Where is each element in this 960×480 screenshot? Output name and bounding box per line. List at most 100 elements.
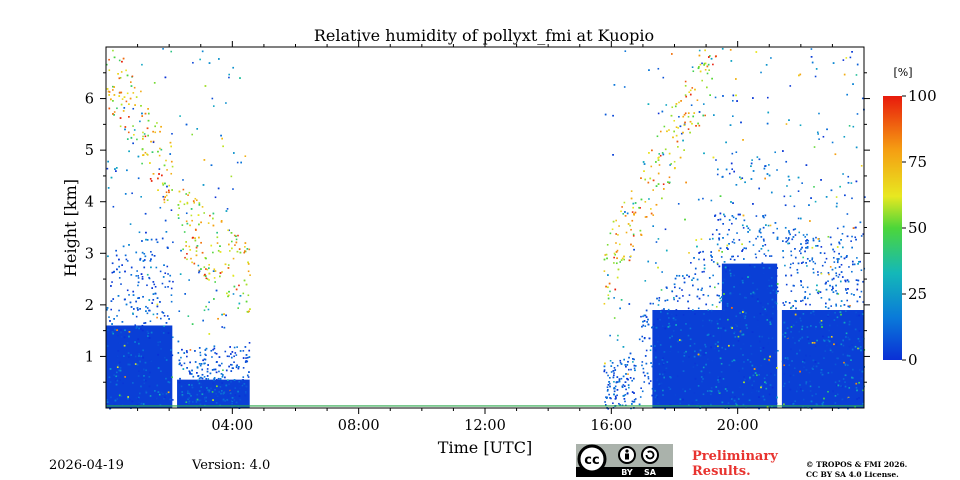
rh-data-point [191, 133, 194, 136]
rh-data-point [108, 376, 111, 379]
rh-data-point [742, 281, 744, 284]
rh-data-point [715, 386, 718, 388]
rh-data-point [603, 365, 606, 368]
rh-data-point [831, 371, 833, 374]
rh-data-point [765, 314, 768, 316]
rh-data-point [118, 309, 120, 312]
rh-data-point [809, 390, 812, 392]
rh-data-point [604, 254, 607, 256]
rh-data-point [248, 356, 251, 358]
rh-data-point [178, 190, 181, 193]
rh-data-point [194, 237, 196, 239]
rh-data-point [714, 214, 717, 217]
rh-data-point [225, 102, 227, 104]
rh-data-point [232, 367, 234, 370]
rh-data-point [608, 393, 610, 396]
rh-data-point [665, 104, 668, 106]
rh-data-point [694, 273, 697, 275]
rh-data-point [165, 159, 167, 162]
rh-data-point [670, 114, 673, 117]
rh-data-point [157, 367, 160, 369]
rh-data-point [749, 361, 752, 363]
rh-data-point [689, 327, 692, 330]
rh-data-point [605, 397, 608, 400]
rh-data-point [160, 330, 163, 332]
rh-data-point [654, 396, 657, 399]
rh-data-point [657, 266, 659, 269]
rh-data-point [233, 152, 235, 154]
rh-data-point [663, 125, 666, 128]
rh-data-point [655, 356, 657, 359]
rh-data-point [675, 295, 678, 297]
rh-data-point [215, 371, 218, 374]
rh-data-point [815, 365, 818, 368]
rh-data-point [812, 268, 815, 270]
rh-data-point [790, 254, 793, 257]
rh-data-point [827, 315, 829, 318]
rh-data-point [801, 328, 803, 331]
rh-data-point [191, 386, 194, 389]
rh-data-point [160, 125, 162, 128]
rh-data-point [106, 345, 109, 347]
cc-icon-text: cc [584, 453, 599, 468]
rh-data-point [152, 141, 155, 144]
rh-data-point [682, 139, 684, 142]
y-tick-label: 5 [85, 143, 94, 159]
rh-data-point [735, 151, 738, 153]
rh-data-point [614, 369, 617, 371]
rh-data-point [663, 308, 665, 310]
rh-data-point [197, 214, 200, 216]
rh-data-point [139, 120, 141, 123]
rh-data-point [735, 183, 738, 186]
rh-data-point [195, 229, 197, 231]
rh-data-point [633, 248, 635, 251]
rh-data-point [798, 349, 801, 352]
rh-data-point [136, 326, 138, 328]
rh-data-point [685, 95, 688, 98]
rh-data-point [743, 258, 745, 260]
rh-data-point [699, 406, 702, 409]
rh-data-point [137, 155, 140, 158]
rh-data-point [846, 292, 848, 294]
rh-data-point [806, 286, 809, 289]
rh-data-point [773, 374, 776, 376]
rh-data-point [741, 332, 744, 335]
rh-data-point [799, 124, 802, 127]
rh-data-point [223, 391, 226, 394]
rh-data-point [231, 247, 233, 250]
rh-data-point [230, 380, 232, 383]
rh-data-point [733, 286, 735, 288]
rh-data-point [606, 388, 609, 391]
rh-data-point [620, 363, 623, 365]
rh-data-point [852, 125, 855, 128]
rh-data-point [196, 398, 199, 401]
rh-data-point [615, 397, 617, 399]
rh-data-point [170, 349, 172, 351]
rh-data-point [154, 285, 157, 288]
rh-data-point [245, 391, 247, 393]
rh-data-point [669, 388, 672, 390]
rh-data-point [165, 231, 168, 233]
rh-data-point [792, 336, 794, 339]
rh-data-point [740, 178, 742, 180]
rh-data-point [714, 96, 717, 99]
rh-data-point [136, 351, 139, 353]
rh-data-point [149, 395, 152, 397]
rh-data-point [217, 249, 220, 252]
rh-data-point [851, 270, 853, 273]
rh-data-point [655, 394, 658, 397]
cc-license-badge[interactable]: cc BY SA [576, 444, 673, 477]
colorbar [883, 96, 902, 360]
rh-data-point [726, 302, 729, 305]
rh-data-point [214, 196, 217, 199]
rh-data-point [759, 346, 762, 349]
rh-data-point [130, 354, 132, 356]
rh-data-point [786, 336, 789, 339]
rh-data-point [186, 202, 189, 205]
rh-data-point [684, 94, 687, 96]
rh-data-point [726, 305, 729, 307]
rh-data-point [651, 387, 654, 390]
rh-data-point [622, 375, 625, 378]
rh-data-point [211, 391, 214, 393]
rh-data-point [629, 377, 632, 379]
